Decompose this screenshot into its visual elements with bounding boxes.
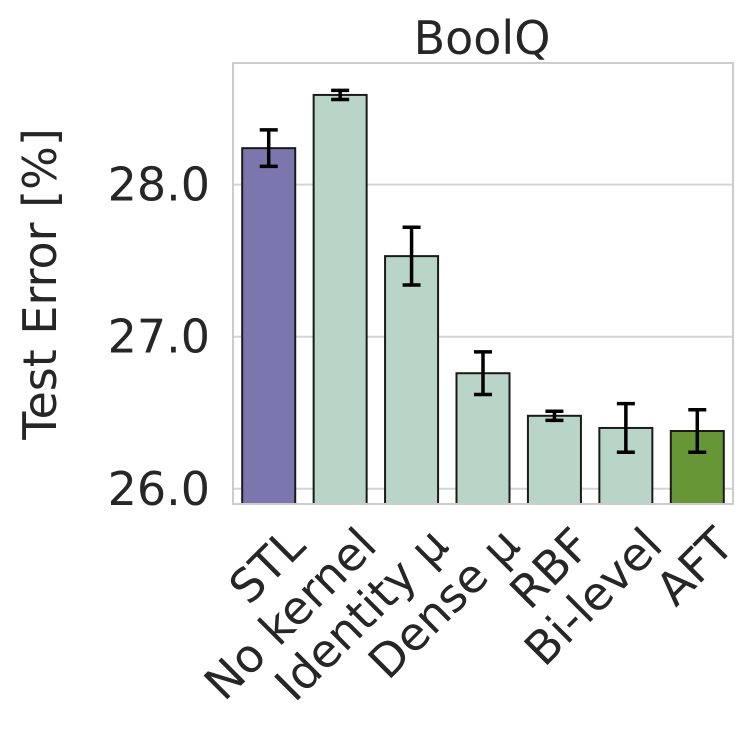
error-bar [545, 409, 564, 423]
y-tick-label: 26.0 [108, 462, 210, 516]
error-bar [331, 88, 350, 102]
chart-title: BoolQ [414, 11, 551, 65]
bar [384, 255, 440, 506]
plot-frame [232, 62, 734, 505]
error-bar [688, 407, 707, 455]
bar [241, 147, 297, 505]
error-bar [474, 350, 492, 397]
bars [241, 93, 725, 506]
error-bars [259, 88, 707, 455]
error-bar [259, 128, 278, 169]
bar [312, 93, 368, 506]
y-tick-label: 27.0 [108, 310, 210, 364]
y-tick-labels: 26.0 27.0 28.0 [108, 158, 210, 516]
error-bar [402, 225, 421, 287]
y-axis-label: Test Error [%] [13, 128, 67, 441]
error-bar [616, 401, 635, 455]
y-tick-label: 28.0 [108, 158, 210, 212]
bar [526, 414, 582, 505]
x-tick-label: AFT [645, 517, 744, 616]
